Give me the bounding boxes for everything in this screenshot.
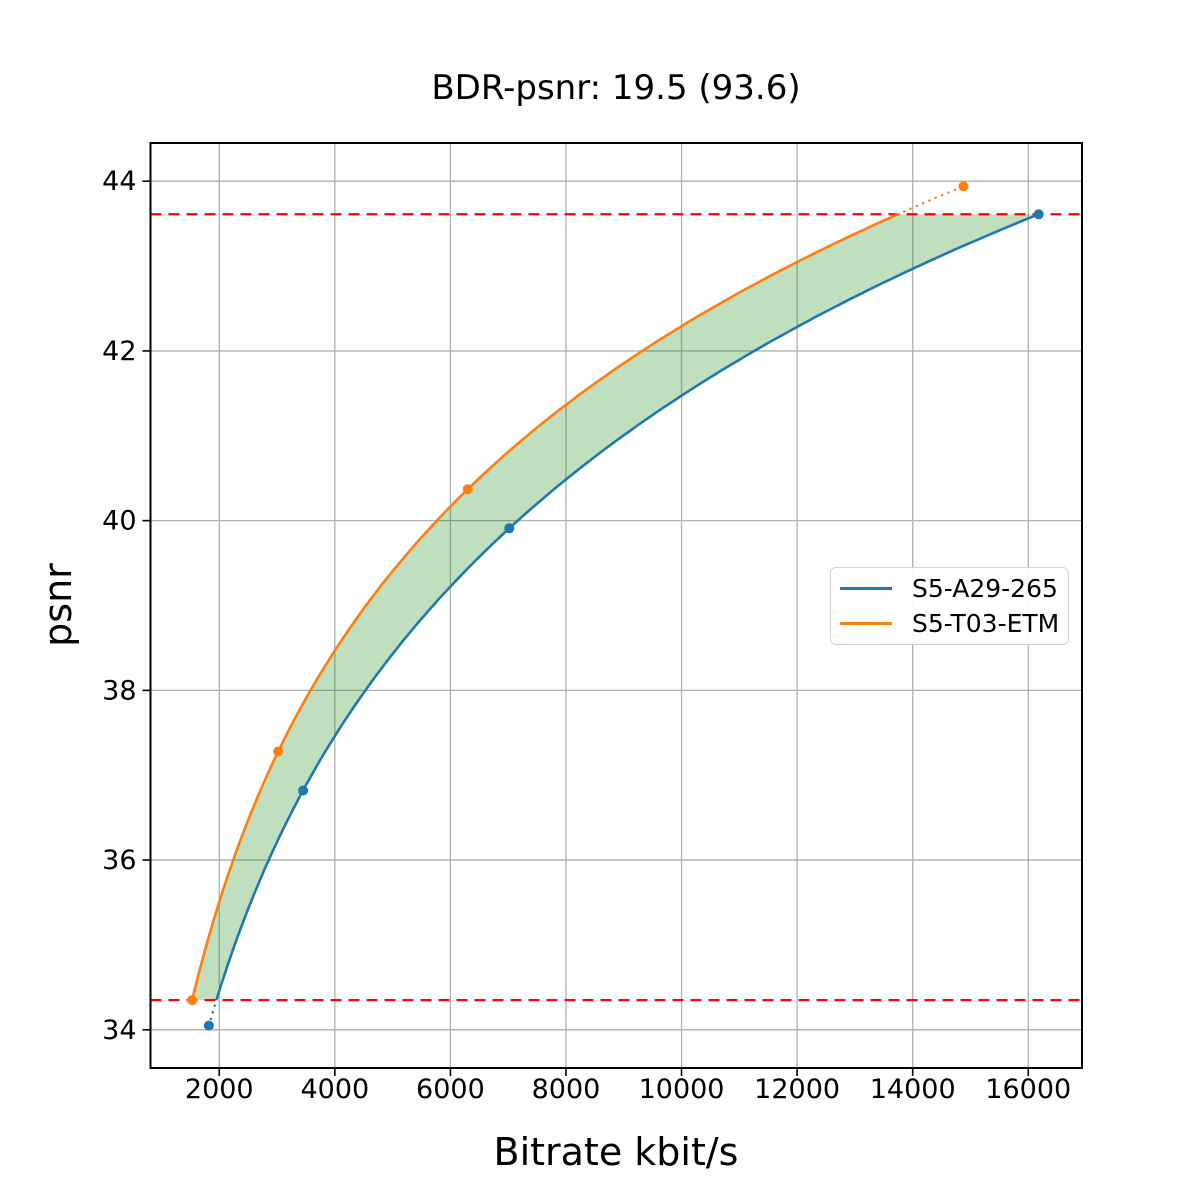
y-tick-label: 40 [102,506,136,537]
x-tick-label: 4000 [300,1074,369,1105]
y-tick-label: 38 [102,675,136,706]
legend-line-sample-s5-t03-etm [840,621,892,625]
data-point-s5-a29-265 [298,785,309,796]
x-tick-label: 8000 [532,1074,601,1105]
curve-s5-t03-etm [190,213,899,1001]
x-tick-label: 6000 [416,1074,485,1105]
data-point-s5-a29-265 [504,523,515,534]
y-axis-label: psnr [36,563,80,647]
legend-label-s5-a29-265: S5-A29-265 [912,574,1058,603]
x-tick-label: 2000 [185,1074,254,1105]
curve-s5-a29-265-extrapolated [207,998,218,1027]
y-tick-label: 36 [102,845,136,876]
data-point-s5-a29-265 [1033,209,1044,220]
curve-s5-a29-265 [215,213,1040,1001]
x-axis-label: Bitrate kbit/s [493,1130,739,1174]
data-point-s5-a29-265 [203,1020,214,1031]
bd-fill-region [192,214,1039,1001]
plot-border [149,142,1083,1069]
data-point-s5-t03-etm [462,484,473,495]
y-tick-label: 34 [102,1015,136,1046]
legend: S5-A29-265 S5-T03-ETM [830,567,1069,645]
data-point-s5-t03-etm [187,995,198,1006]
legend-label-s5-t03-etm: S5-T03-ETM [912,608,1060,638]
legend-line-sample-s5-a29-265 [840,587,892,591]
y-tick-label: 44 [102,166,136,197]
legend-item-s5-t03-etm: S5-T03-ETM [840,608,1068,638]
legend-item-s5-a29-265: S5-A29-265 [840,575,1068,603]
data-point-s5-t03-etm [958,181,969,192]
x-tick-label: 12000 [754,1074,840,1105]
chart-title: BDR-psnr: 19.5 (93.6) [431,68,801,108]
x-tick-label: 16000 [985,1074,1071,1105]
data-point-s5-t03-etm [273,746,284,757]
x-tick-label: 10000 [639,1074,725,1105]
x-tick-label: 14000 [870,1074,956,1105]
curve-s5-t03-etm-extrapolated [896,185,965,216]
y-tick-label: 42 [102,336,136,367]
